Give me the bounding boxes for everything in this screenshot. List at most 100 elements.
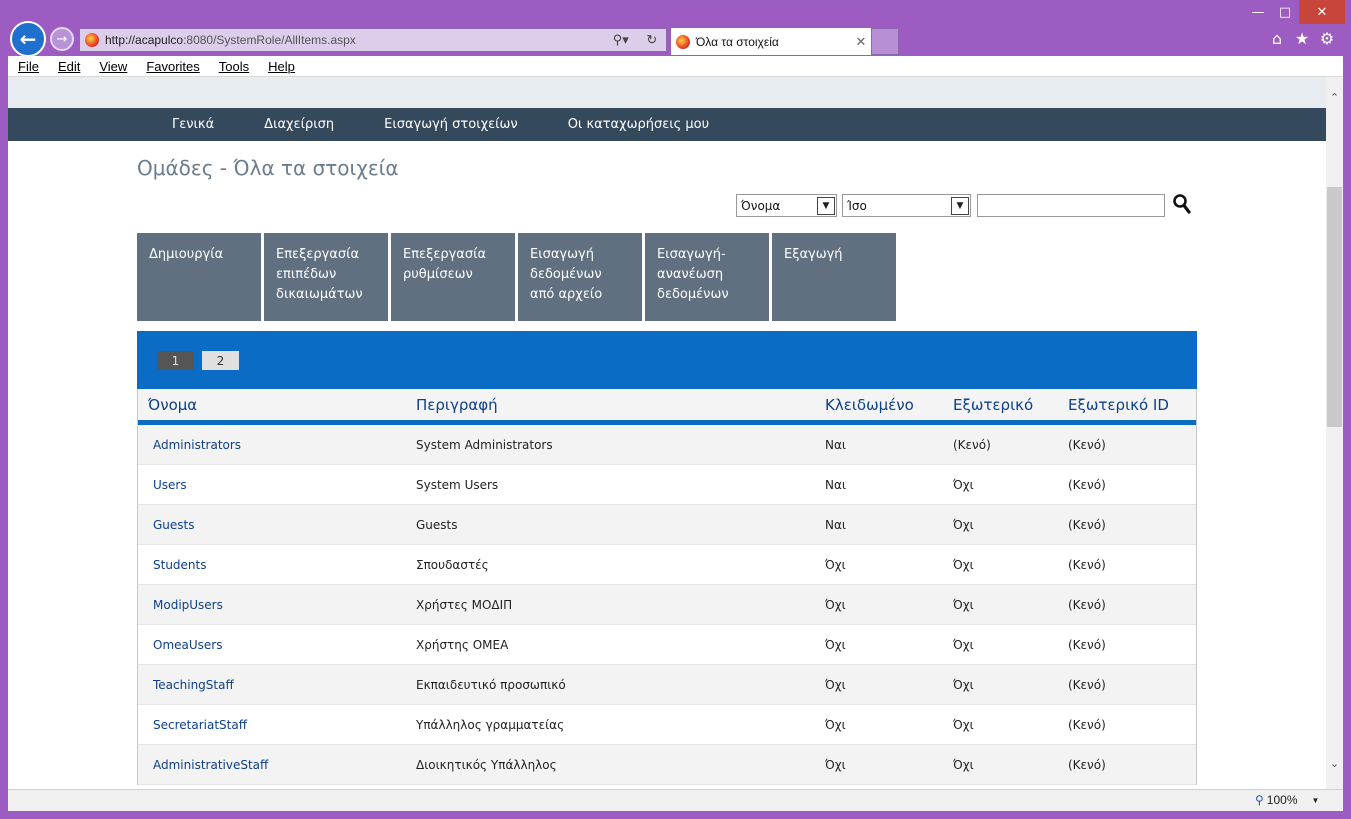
grid-header-bar: 1 2 <box>137 331 1197 389</box>
cell-name-link[interactable]: ModipUsers <box>153 598 223 612</box>
cell-locked: Όχι <box>825 758 846 772</box>
cell-external-id: (Κενό) <box>1068 438 1106 452</box>
cell-external: Όχι <box>953 478 974 492</box>
edit-permission-levels-button[interactable]: Επεξεργασία επιπέδων δικαιωμάτων <box>264 233 388 321</box>
cell-external-id: (Κενό) <box>1068 718 1106 732</box>
cell-name-link[interactable]: Guests <box>153 518 195 532</box>
browser-tab[interactable]: Όλα τα στοιχεία ✕ <box>671 28 871 55</box>
export-button[interactable]: Εξαγωγή <box>772 233 896 321</box>
search-dropdown-icon[interactable]: ⚲▾ <box>612 32 629 47</box>
cell-locked: Όχι <box>825 598 846 612</box>
column-header-external[interactable]: Εξωτερικό <box>953 396 1034 414</box>
search-icon[interactable] <box>1172 193 1192 215</box>
menu-help[interactable]: Help <box>268 58 295 74</box>
close-window-button[interactable]: ✕ <box>1299 0 1345 24</box>
table-row: SecretariatStaff Υπάλληλος γραμματείας Ό… <box>138 705 1196 745</box>
settings-gear-icon[interactable]: ⚙ <box>1319 29 1335 48</box>
scroll-down-icon[interactable]: ⌄ <box>1329 757 1340 770</box>
cell-external: Όχι <box>953 598 974 612</box>
browser-chrome: ← → http://acapulco:8080/SystemRole/AllI… <box>0 0 1351 57</box>
filter-operator-value: Ίσο <box>847 198 867 213</box>
edit-settings-button[interactable]: Επεξεργασία ρυθμίσεων <box>391 233 515 321</box>
home-icon[interactable]: ⌂ <box>1271 29 1283 48</box>
cell-description: System Users <box>416 478 499 492</box>
cell-locked: Ναι <box>825 438 846 452</box>
cell-locked: Όχι <box>825 638 846 652</box>
scrollbar-thumb[interactable] <box>1327 187 1342 427</box>
cell-description: Guests <box>416 518 458 532</box>
cell-name-link[interactable]: Students <box>153 558 207 572</box>
cell-external-id: (Κενό) <box>1068 758 1106 772</box>
new-tab-button[interactable] <box>871 28 899 55</box>
cell-external-id: (Κενό) <box>1068 638 1106 652</box>
back-button[interactable]: ← <box>10 21 46 57</box>
table-row: Users System Users Ναι Όχι (Κενό) <box>138 465 1196 505</box>
column-header-name[interactable]: Όνομα <box>148 396 198 414</box>
tab-close-icon[interactable]: ✕ <box>855 33 867 49</box>
nav-my-entries[interactable]: Οι καταχωρήσεις μου <box>567 117 710 132</box>
cell-external-id: (Κενό) <box>1068 598 1106 612</box>
nav-general[interactable]: Γενικά <box>172 117 215 132</box>
address-bar[interactable]: http://acapulco:8080/SystemRole/AllItems… <box>79 28 667 52</box>
zoom-dropdown-icon[interactable]: ▼ <box>1311 795 1320 805</box>
scroll-up-icon[interactable]: ⌃ <box>1329 91 1340 104</box>
cell-description: Υπάλληλος γραμματείας <box>416 718 565 732</box>
filter-field-select[interactable]: Όνομα ▼ <box>736 194 837 217</box>
cell-external-id: (Κενό) <box>1068 518 1106 532</box>
main-navigation: Γενικά Διαχείριση Εισαγωγή στοιχείων Οι … <box>8 108 1326 141</box>
cell-name-link[interactable]: Administrators <box>153 438 242 452</box>
table-row: TeachingStaff Εκπαιδευτικό προσωπικό Όχι… <box>138 665 1196 705</box>
cell-description: System Administrators <box>416 438 553 452</box>
table-row: OmeaUsers Χρήστης ΟΜΕΑ Όχι Όχι (Κενό) <box>138 625 1196 665</box>
cell-name-link[interactable]: TeachingStaff <box>153 678 234 692</box>
maximize-button[interactable]: □ <box>1278 4 1292 20</box>
address-url[interactable]: http://acapulco:8080/SystemRole/AllItems… <box>105 33 604 47</box>
vertical-scrollbar[interactable]: ⌃ ⌄ <box>1326 77 1343 789</box>
import-update-data-button[interactable]: Εισαγωγή-ανανέωση δεδομένων <box>645 233 769 321</box>
site-header-band <box>8 77 1326 108</box>
menu-edit[interactable]: Edit <box>57 58 81 74</box>
url-rest: :8080/SystemRole/AllItems.aspx <box>183 33 356 47</box>
refresh-icon[interactable]: ↻ <box>646 32 658 47</box>
page-1-button[interactable]: 1 <box>157 351 194 370</box>
cell-name-link[interactable]: OmeaUsers <box>153 638 223 652</box>
cell-description: Χρήστης ΟΜΕΑ <box>416 638 509 652</box>
site-favicon-icon <box>85 33 99 47</box>
nav-administration[interactable]: Διαχείριση <box>264 117 335 132</box>
cell-external-id: (Κενό) <box>1068 558 1106 572</box>
menu-tools[interactable]: Tools <box>218 58 250 74</box>
menu-view[interactable]: View <box>99 58 128 74</box>
minimize-button[interactable]: — <box>1251 4 1265 20</box>
filter-operator-select[interactable]: Ίσο ▼ <box>842 194 971 217</box>
chevron-down-icon: ▼ <box>951 196 969 215</box>
filter-field-value: Όνομα <box>741 198 781 213</box>
nav-data-entry[interactable]: Εισαγωγή στοιχείων <box>384 117 518 132</box>
column-header-locked[interactable]: Κλειδωμένο <box>825 396 914 414</box>
cell-external: Όχι <box>953 558 974 572</box>
create-button[interactable]: Δημιουργία <box>137 233 261 321</box>
forward-button[interactable]: → <box>50 27 74 51</box>
menu-bar: File Edit View Favorites Tools Help <box>8 56 1343 77</box>
table-row: AdministrativeStaff Διοικητικός Υπάλληλο… <box>138 745 1196 785</box>
roles-table: Όνομα Περιγραφή Κλειδωμένο Εξωτερικό Εξω… <box>137 389 1197 785</box>
url-host: http://acapulco <box>105 33 184 47</box>
zoom-level: 100% <box>1266 793 1298 807</box>
favorites-star-icon[interactable]: ★ <box>1294 29 1310 48</box>
page-2-button[interactable]: 2 <box>202 351 239 370</box>
menu-file[interactable]: File <box>18 58 39 74</box>
filter-search-input[interactable] <box>977 194 1165 217</box>
cell-locked: Όχι <box>825 558 846 572</box>
cell-external: Όχι <box>953 758 974 772</box>
cell-locked: Όχι <box>825 718 846 732</box>
table-row: Students Σπουδαστές Όχι Όχι (Κενό) <box>138 545 1196 585</box>
column-header-description[interactable]: Περιγραφή <box>416 396 498 414</box>
cell-name-link[interactable]: AdministrativeStaff <box>153 758 269 772</box>
zoom-icon: ⚲ <box>1255 793 1264 807</box>
cell-name-link[interactable]: Users <box>153 478 187 492</box>
column-header-external-id[interactable]: Εξωτερικό ID <box>1068 396 1169 414</box>
menu-favorites[interactable]: Favorites <box>146 58 200 74</box>
chevron-down-icon: ▼ <box>817 196 835 215</box>
zoom-control[interactable]: ⚲ 100% ▼ <box>1255 793 1319 807</box>
cell-name-link[interactable]: SecretariatStaff <box>153 718 247 732</box>
import-from-file-button[interactable]: Εισαγωγή δεδομένων από αρχείο <box>518 233 642 321</box>
